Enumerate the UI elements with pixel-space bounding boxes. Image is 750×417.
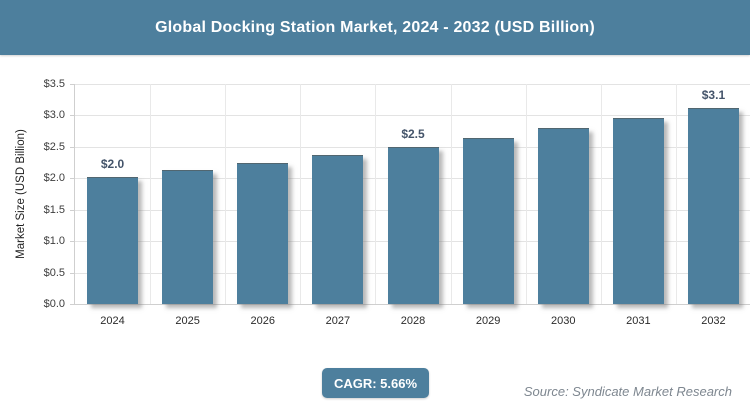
chart-title-bar: Global Docking Station Market, 2024 - 20… [0, 0, 750, 55]
cagr-label: CAGR: 5.66% [333, 375, 418, 391]
v-gridline [225, 84, 227, 304]
y-tick-label: $2.0 [43, 172, 65, 185]
v-gridline [675, 84, 677, 304]
v-gridline [600, 84, 602, 304]
x-tick-label: 2028 [400, 315, 426, 327]
y-tick-mark [70, 304, 75, 305]
y-axis-title: Market Size (USD Billion) [15, 129, 27, 259]
x-tick-label: 2030 [550, 315, 576, 327]
y-tick-mark [70, 115, 75, 117]
x-tick-label: 2026 [250, 315, 276, 327]
bar-value-label: $2.0 [100, 157, 125, 172]
y-tick-label: $2.5 [43, 140, 65, 153]
cagr-badge: CAGR: 5.66% [322, 368, 429, 398]
bar-2026 [237, 162, 289, 304]
v-gridline [450, 84, 452, 304]
y-tick-label: $3.0 [43, 109, 65, 122]
chart-title: Global Docking Station Market, 2024 - 20… [155, 18, 595, 36]
bar-2031 [612, 118, 664, 304]
x-tick-label: 2024 [100, 315, 125, 327]
y-tick-label: $1.0 [43, 235, 65, 248]
y-tick-label: $0.0 [43, 298, 65, 310]
y-tick-label: $3.5 [43, 78, 65, 90]
y-tick-mark [70, 241, 75, 243]
v-gridline [525, 84, 527, 304]
bar-2032 [687, 108, 739, 304]
y-tick-mark [70, 146, 75, 148]
v-gridline [300, 84, 302, 304]
y-tick-mark [70, 209, 75, 211]
bar-2027 [312, 154, 364, 304]
v-gridline [375, 84, 377, 304]
h-gridline [75, 115, 750, 117]
plot-area: $0.0 $0.5 $1.0 $1.5 $2.0 $2.5 $3.0 $3.5 $2.0 2024… [44, 78, 750, 327]
x-tick-label: 2027 [325, 315, 351, 327]
bar-2028 [387, 146, 439, 304]
bar-2024 [87, 177, 139, 304]
bar-2025 [162, 170, 214, 304]
x-tick-label: 2029 [475, 315, 501, 327]
bar-value-label: $2.5 [401, 126, 425, 141]
bar-2029 [462, 137, 514, 304]
y-tick-mark [70, 272, 75, 274]
bar-value-label: $3.1 [701, 88, 726, 103]
y-tick-label: $1.5 [43, 203, 65, 216]
source-text: Source: Syndicate Market Research [523, 384, 732, 399]
x-tick-label: 2025 [175, 315, 200, 327]
x-tick-label: 2032 [701, 315, 726, 327]
y-tick-mark [70, 84, 75, 85]
y-tick-label: $0.5 [43, 266, 65, 279]
x-tick-label: 2031 [626, 315, 651, 327]
y-tick-mark [70, 178, 75, 180]
v-gridline [150, 84, 152, 304]
bar-2030 [537, 128, 589, 304]
h-gridline [75, 84, 750, 85]
